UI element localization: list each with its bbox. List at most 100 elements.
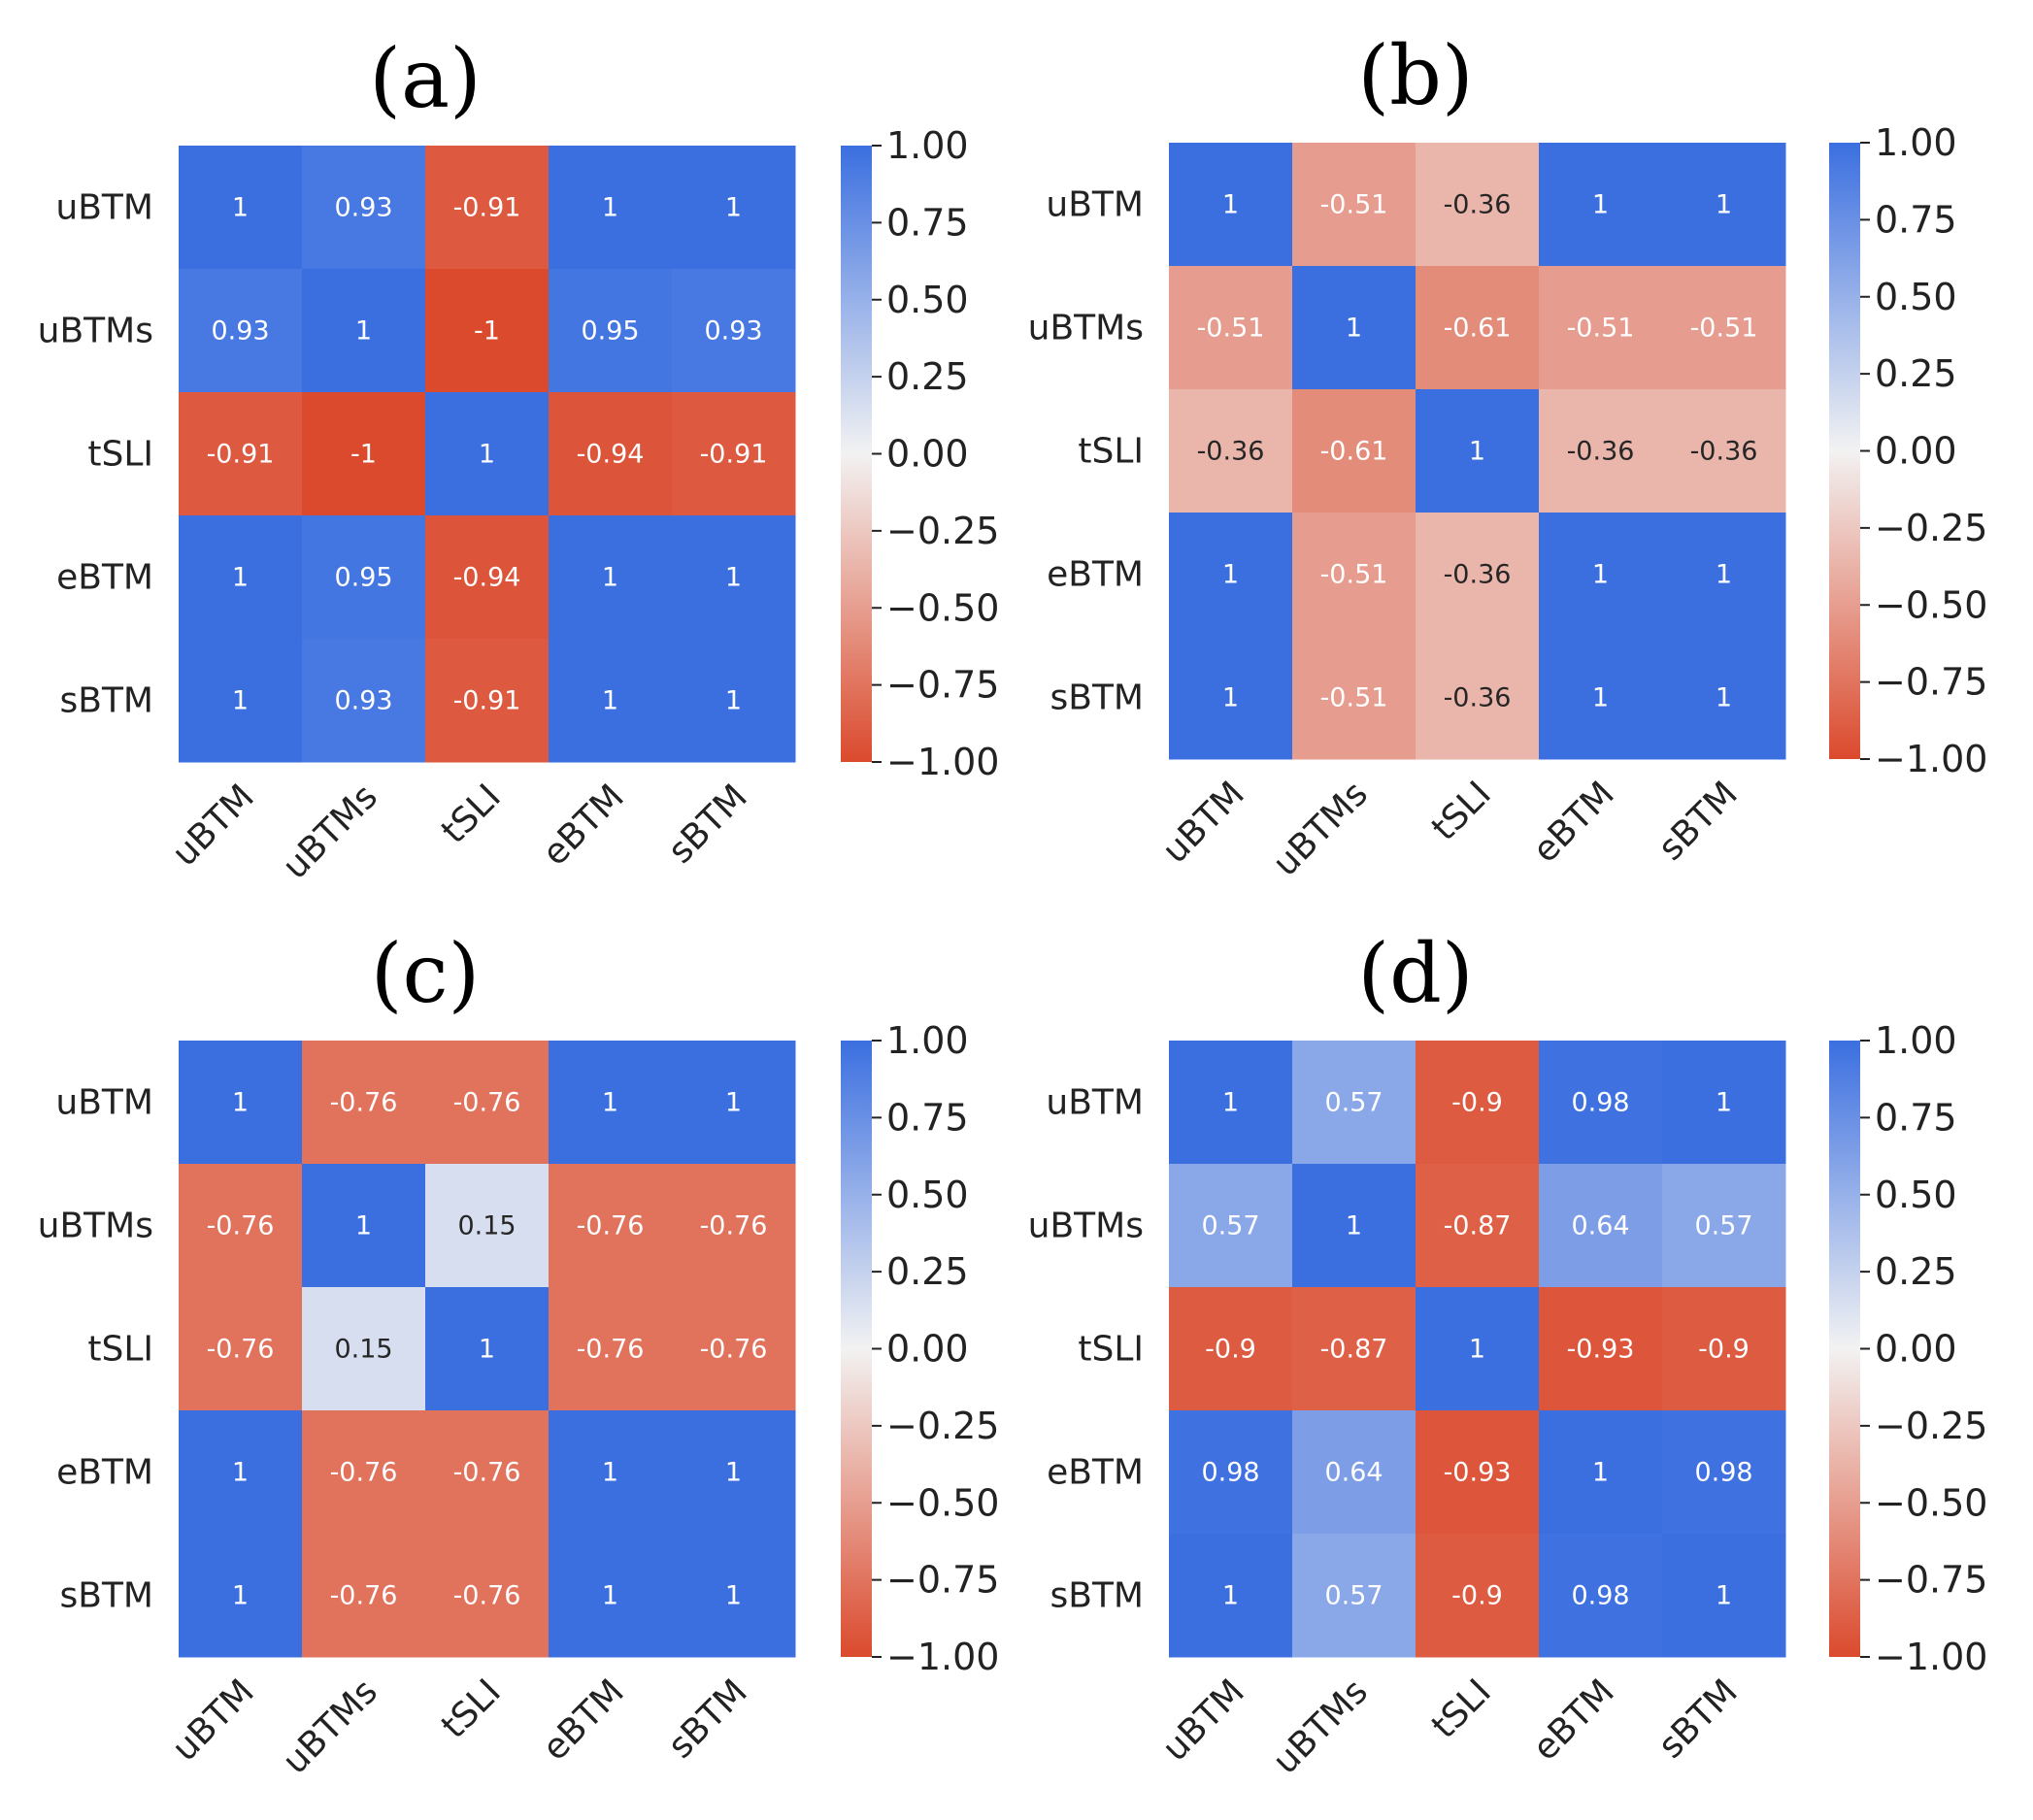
cell-value-label: 0.93 — [704, 316, 762, 347]
column-tick-label: tSLI — [434, 777, 509, 851]
row-tick-label: sBTM — [59, 1576, 153, 1616]
colorbar-tick-label: 0.75 — [886, 1096, 969, 1139]
heatmap-cell — [302, 515, 426, 640]
heatmap-cell — [1539, 1164, 1663, 1288]
cell-value-label: 1 — [479, 440, 495, 470]
cell-value-label: -0.91 — [453, 193, 521, 223]
cell-value-label: -0.76 — [577, 1211, 645, 1241]
heatmap-cell — [1539, 1410, 1663, 1535]
column-tick-label: uBTMs — [275, 777, 384, 886]
cell-value-label: 1 — [1469, 437, 1485, 467]
colorbar-tick-label: −0.50 — [1875, 1481, 1987, 1524]
heatmap-cell — [672, 639, 796, 763]
heatmap-cell — [549, 269, 673, 393]
cell-value-label: -0.76 — [700, 1335, 768, 1365]
row-tick-label: tSLI — [1078, 1330, 1144, 1370]
heatmap-cell — [549, 1410, 673, 1535]
row-tick-label: uBTMs — [38, 312, 153, 351]
cell-value-label: 1 — [479, 1335, 495, 1365]
column-tick-label: uBTM — [1155, 1671, 1252, 1769]
heatmap-cell — [425, 1287, 550, 1411]
cell-value-label: 1 — [232, 686, 249, 716]
colorbar-tick-label: −0.25 — [1875, 1405, 1987, 1447]
row-tick-label: uBTM — [55, 1083, 153, 1123]
panel-title: (a) — [369, 31, 482, 126]
cell-value-label: 1 — [1222, 1581, 1239, 1611]
heatmap-cell — [1169, 636, 1293, 760]
heatmap-cell — [1416, 513, 1540, 637]
colorbar-tick-label: −0.50 — [886, 586, 999, 629]
panel-title: (d) — [1357, 926, 1473, 1021]
heatmap-cell — [1416, 1534, 1540, 1658]
cell-value-label: -0.9 — [1451, 1088, 1503, 1118]
cell-value-label: -0.91 — [207, 440, 275, 470]
colorbar — [1829, 1041, 1860, 1657]
colorbar-tick-label: 0.25 — [886, 355, 969, 398]
heatmap-cell — [425, 1164, 550, 1288]
cell-value-label: 1 — [1222, 683, 1239, 713]
heatmap-cell — [672, 1410, 796, 1535]
colorbar-tick-label: 0.25 — [886, 1250, 969, 1293]
colorbar-tick-label: 1.00 — [1875, 121, 1957, 164]
cell-value-label: 1 — [602, 193, 618, 223]
heatmap-panel: (a) 1 0.93 -0.91 1 1 0.93 1 -1 0.95 0.93 -0.91 -1 1 -0… — [38, 31, 1000, 887]
colorbar-tick-label: −0.75 — [1875, 1559, 1987, 1602]
cell-value-label: -0.51 — [1567, 314, 1635, 344]
cell-value-label: 0.95 — [581, 316, 639, 347]
cell-value-label: -0.93 — [1444, 1458, 1512, 1488]
heatmap-cell — [302, 269, 426, 393]
cell-value-label: -0.36 — [1444, 190, 1512, 220]
panel-title: (b) — [1357, 28, 1473, 123]
cell-value-label: -0.76 — [577, 1335, 645, 1365]
cell-value-label: -0.36 — [1444, 683, 1512, 713]
cell-value-label: -0.51 — [1197, 314, 1265, 344]
cell-value-label: -1 — [350, 440, 377, 470]
column-tick-label: uBTMs — [275, 1671, 384, 1781]
heatmap-cell — [425, 515, 550, 640]
colorbar-tick-label: 0.00 — [886, 433, 969, 476]
heatmap-cell — [672, 1534, 796, 1658]
cell-value-label: 0.57 — [1201, 1211, 1259, 1241]
colorbar-tick-label: 0.50 — [886, 1174, 969, 1216]
column-tick-label: eBTM — [1525, 774, 1622, 871]
colorbar — [841, 146, 872, 762]
column-tick-label: sBTM — [661, 777, 755, 871]
cell-value-label: 1 — [725, 563, 742, 593]
cell-value-label: -0.51 — [1320, 683, 1388, 713]
cell-value-label: -0.76 — [330, 1088, 398, 1118]
heatmap-cell — [1416, 636, 1540, 760]
cell-value-label: 1 — [725, 686, 742, 716]
panel-title: (c) — [371, 926, 481, 1021]
row-tick-label: uBTM — [1046, 1083, 1144, 1123]
column-tick-label: eBTM — [535, 1671, 632, 1769]
cell-value-label: 0.93 — [211, 316, 269, 347]
cell-value-label: -1 — [474, 316, 500, 347]
colorbar-tick-label: −0.50 — [1875, 583, 1987, 626]
colorbar-tick-label: 0.75 — [1875, 1096, 1957, 1139]
heatmap-cell — [1662, 1287, 1786, 1411]
colorbar-tick-label: 0.00 — [886, 1328, 969, 1371]
colorbar-tick-label: 0.25 — [1875, 1250, 1957, 1293]
heatmap-cell — [672, 1041, 796, 1165]
heatmap-panel: (b) 1 -0.51 -0.36 1 1 -0.51 1 -0.61 -0.51 -0.51 -0.… — [1028, 28, 1988, 884]
heatmap-cell — [1539, 513, 1663, 637]
cell-value-label: 0.95 — [334, 563, 392, 593]
colorbar — [841, 1041, 872, 1657]
heatmap-cell — [1416, 1410, 1540, 1535]
colorbar-tick-label: −0.25 — [886, 510, 999, 552]
cell-value-label: 1 — [725, 1088, 742, 1118]
cell-value-label: 1 — [602, 563, 618, 593]
cell-value-label: -0.36 — [1690, 437, 1758, 467]
heatmap-cell — [672, 515, 796, 640]
heatmap-cell — [1416, 1164, 1540, 1288]
heatmap-cell — [1662, 389, 1786, 513]
heatmap-cell — [672, 1164, 796, 1288]
heatmap-panel: (d) 1 0.57 -0.9 0.98 1 0.57 1 -0.87 0.64 0.57 -0.9 -… — [1028, 926, 1988, 1782]
heatmap-cell — [425, 146, 550, 270]
heatmap-cell — [549, 1164, 673, 1288]
row-tick-label: tSLI — [1078, 432, 1144, 472]
heatmap-cell — [302, 1534, 426, 1658]
colorbar-tick-label: 0.75 — [1875, 198, 1957, 241]
colorbar-tick-label: 0.50 — [886, 279, 969, 321]
heatmap-cell — [1416, 1287, 1540, 1411]
